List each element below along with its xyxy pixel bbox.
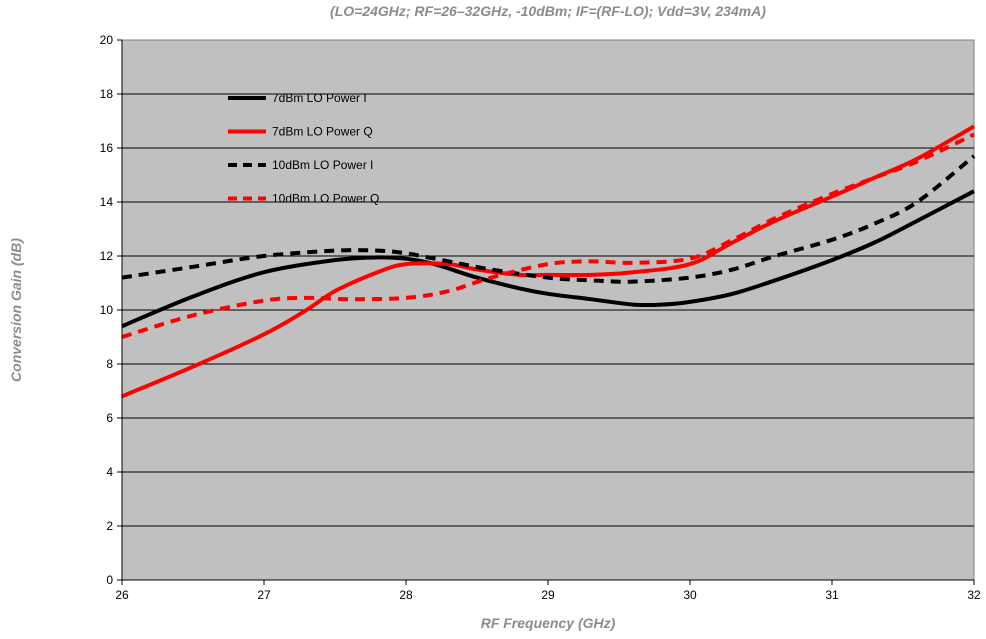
series-line-7dbm-lo-power-i xyxy=(121,189,975,329)
legend-label-7dbm-lo-power-i: 7dBm LO Power I xyxy=(272,91,367,105)
y-tick-label: 4 xyxy=(106,465,113,479)
series-line-10dbm-lo-power-i xyxy=(121,154,976,284)
y-tick-label: 6 xyxy=(106,411,113,425)
x-tick-label: 27 xyxy=(257,588,271,602)
x-tick-label: 26 xyxy=(115,588,129,602)
x-tick-label: 31 xyxy=(825,588,839,602)
x-axis-title: RF Frequency (GHz) xyxy=(481,615,616,631)
x-tick-label: 32 xyxy=(967,588,981,602)
y-tick-label: 2 xyxy=(106,519,113,533)
y-tick-label: 18 xyxy=(100,87,114,101)
legend: 7dBm LO Power I 7dBm LO Power Q 10dBm LO P… xyxy=(228,91,379,206)
gridlines xyxy=(122,93,974,527)
legend-label-10dbm-lo-power-q: 10dBm LO Power Q xyxy=(272,192,379,206)
series-line-10dbm-lo-power-q xyxy=(121,132,975,339)
x-tick-label: 28 xyxy=(399,588,413,602)
series-layer xyxy=(121,124,976,399)
chart-title: (LO=24GHz; RF=26–32GHz, -10dBm; IF=(RF-L… xyxy=(330,3,766,19)
y-tick-label: 0 xyxy=(106,573,113,587)
y-tick-label: 8 xyxy=(106,357,113,371)
legend-label-10dbm-lo-power-i: 10dBm LO Power I xyxy=(272,158,373,172)
y-axis-title: Conversion Gain (dB) xyxy=(8,238,24,382)
x-tick-label: 29 xyxy=(541,588,555,602)
x-tick-label: 30 xyxy=(683,588,697,602)
legend-label-7dbm-lo-power-q: 7dBm LO Power Q xyxy=(272,125,373,139)
y-tick-label: 12 xyxy=(100,249,114,263)
y-tick-label: 20 xyxy=(100,33,114,47)
y-tick-label: 14 xyxy=(100,195,114,209)
y-tick-label: 16 xyxy=(100,141,114,155)
axes: 0 2 4 6 8 10 12 14 16 18 20 26 27 28 29 30 31 32 xyxy=(100,33,981,602)
y-tick-label: 10 xyxy=(100,303,114,317)
